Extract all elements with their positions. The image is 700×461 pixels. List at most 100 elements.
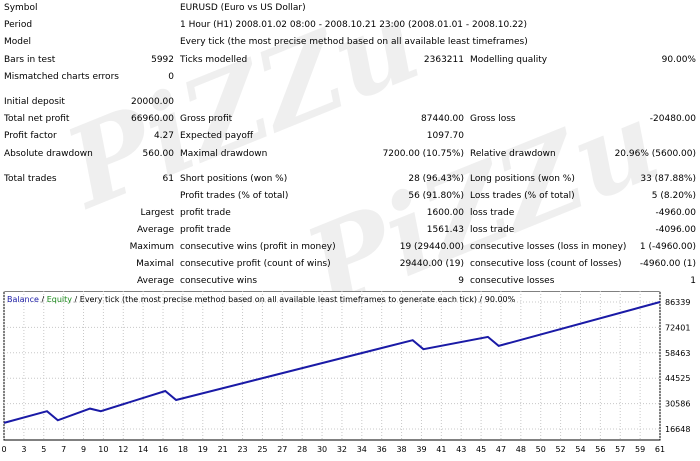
legend-balance: Balance (7, 295, 39, 304)
profit-factor-value: 4.27 (153, 131, 174, 141)
loss-trades-value: 5 (8.20%) (651, 191, 696, 201)
maximal-loss-value: -4960.00 (1) (639, 259, 696, 269)
avg-consecutive-losses-label: consecutive losses (470, 276, 555, 286)
profit-factor-label: Profit factor (4, 131, 57, 141)
profit-trades-value: 56 (91.80%) (408, 191, 464, 201)
x-tick-label: 21 (218, 445, 228, 454)
maximal-loss-label: consecutive loss (count of losses) (470, 259, 622, 269)
gross-profit-label: Gross profit (180, 114, 233, 124)
mismatch-value: 0 (168, 72, 174, 82)
row-drawdown: Absolute drawdown 560.00 Maximal drawdow… (0, 148, 700, 161)
row-avg-consecutive: Average consecutive wins 9 consecutive l… (0, 275, 700, 288)
y-tick-label: 16648 (665, 425, 690, 434)
avg-consecutive-label: Average (137, 276, 174, 286)
x-tick-label: 45 (476, 445, 486, 454)
legend-rest: / Every tick (the most precise method ba… (72, 295, 516, 304)
chart-legend: Balance / Equity / Every tick (the most … (7, 295, 516, 304)
period-value: 1 Hour (H1) 2008.01.02 08:00 - 2008.10.2… (180, 20, 528, 30)
row-maximum: Maximum consecutive wins (profit in mone… (0, 241, 700, 254)
expected-payoff-label: Expected payoff (180, 131, 254, 141)
short-positions-label: Short positions (won %) (180, 174, 288, 184)
maximum-wins-label: consecutive wins (profit in money) (180, 242, 336, 252)
x-tick-label: 57 (615, 445, 625, 454)
x-tick-label: 41 (436, 445, 446, 454)
initial-deposit-value: 20000.00 (131, 97, 174, 107)
x-tick-label: 7 (61, 445, 66, 454)
x-tick-label: 16 (158, 445, 168, 454)
y-tick-label: 86339 (665, 298, 690, 307)
row-symbol: Symbol EURUSD (Euro vs US Dollar) (0, 2, 700, 15)
x-tick-label: 36 (377, 445, 387, 454)
x-tick-label: 48 (516, 445, 526, 454)
mismatch-label: Mismatched charts errors (4, 72, 119, 82)
x-tick-label: 5 (41, 445, 46, 454)
total-trades-value: 61 (162, 174, 174, 184)
x-tick-label: 0 (1, 445, 6, 454)
x-tick-label: 34 (357, 445, 367, 454)
average-loss-value: -4096.00 (655, 225, 696, 235)
row-average: Average profit trade 1561.43 loss trade … (0, 224, 700, 237)
row-bars: Bars in test 5992 Ticks modelled 2363211… (0, 54, 700, 67)
x-tick-label: 39 (416, 445, 426, 454)
max-drawdown-label: Maximal drawdown (180, 149, 268, 159)
net-profit-value: 66960.00 (131, 114, 174, 124)
largest-label: Largest (140, 208, 174, 218)
expected-payoff-value: 1097.70 (426, 131, 464, 141)
rel-drawdown-value: 20.96% (5600.00) (614, 149, 696, 159)
abs-drawdown-value: 560.00 (142, 149, 175, 159)
x-tick-label: 19 (198, 445, 208, 454)
long-positions-value: 33 (87.88%) (640, 174, 696, 184)
x-tick-label: 32 (337, 445, 347, 454)
x-tick-label: 47 (496, 445, 506, 454)
gross-profit-value: 87440.00 (421, 114, 464, 124)
bars-label: Bars in test (4, 55, 56, 65)
row-period: Period 1 Hour (H1) 2008.01.02 08:00 - 20… (0, 19, 700, 32)
x-tick-label: 56 (595, 445, 605, 454)
largest-loss-label: loss trade (470, 208, 515, 218)
max-drawdown-value: 7200.00 (10.75%) (382, 149, 464, 159)
y-tick-label: 30586 (665, 400, 690, 409)
largest-loss-value: -4960.00 (655, 208, 696, 218)
x-tick-label: 9 (81, 445, 86, 454)
row-largest: Largest profit trade 1600.00 loss trade … (0, 207, 700, 220)
row-mismatch: Mismatched charts errors 0 (0, 71, 700, 84)
loss-trades-label: Loss trades (% of total) (470, 191, 575, 201)
x-tick-label: 12 (118, 445, 128, 454)
rel-drawdown-label: Relative drawdown (470, 149, 556, 159)
period-label: Period (4, 20, 33, 30)
row-net-profit: Total net profit 66960.00 Gross profit 8… (0, 113, 700, 126)
x-tick-label: 25 (257, 445, 267, 454)
y-tick-label: 72401 (665, 323, 690, 332)
row-maximal: Maximal consecutive profit (count of win… (0, 258, 700, 271)
gross-loss-label: Gross loss (470, 114, 516, 124)
model-value: Every tick (the most precise method base… (180, 37, 528, 47)
x-tick-label: 28 (297, 445, 307, 454)
maximum-wins-value: 19 (29440.00) (399, 242, 464, 252)
total-trades-label: Total trades (4, 174, 57, 184)
x-tick-label: 38 (396, 445, 406, 454)
gross-loss-value: -20480.00 (649, 114, 696, 124)
avg-consecutive-wins-value: 9 (458, 276, 464, 286)
largest-profit-label: profit trade (180, 208, 231, 218)
symbol-label: Symbol (4, 3, 38, 13)
balance-series-line (3, 301, 661, 424)
bars-value: 5992 (151, 55, 174, 65)
x-tick-label: 54 (575, 445, 585, 454)
net-profit-label: Total net profit (4, 114, 70, 124)
avg-consecutive-losses-value: 1 (690, 276, 696, 286)
average-loss-label: loss trade (470, 225, 515, 235)
row-initial-deposit: Initial deposit 20000.00 (0, 96, 700, 109)
symbol-value: EURUSD (Euro vs US Dollar) (180, 3, 306, 13)
maximum-losses-label: consecutive losses (loss in money) (470, 242, 627, 252)
maximal-label: Maximal (136, 259, 174, 269)
largest-profit-value: 1600.00 (426, 208, 464, 218)
plot-frame (3, 290, 661, 441)
average-profit-value: 1561.43 (426, 225, 464, 235)
average-profit-label: profit trade (180, 225, 231, 235)
row-total-trades: Total trades 61 Short positions (won %) … (0, 173, 700, 186)
x-tick-label: 10 (98, 445, 108, 454)
average-label: Average (137, 225, 174, 235)
row-profit-factor: Profit factor 4.27 Expected payoff 1097.… (0, 130, 700, 143)
row-profit-trades: Profit trades (% of total) 56 (91.80%) L… (0, 190, 700, 203)
